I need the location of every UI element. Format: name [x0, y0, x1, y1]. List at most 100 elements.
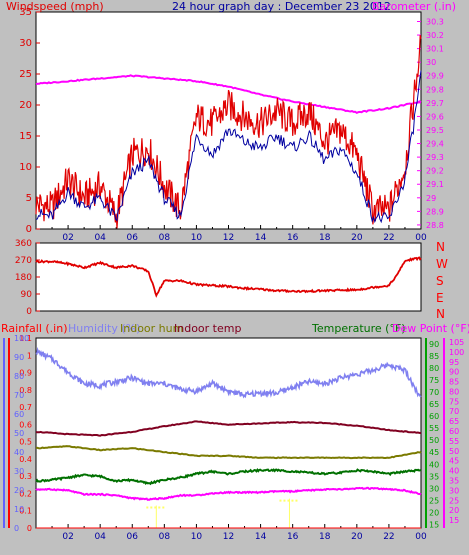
compass-n-bottom: N [436, 307, 445, 321]
humidity-tick-label: 0 [14, 524, 19, 533]
barometer-tick-label: 29 [426, 194, 436, 203]
wind-direction-line [35, 256, 422, 298]
wind-hour-label: 14 [255, 233, 267, 243]
dewpoint-tick-label: 20 [449, 506, 459, 515]
temperature-tick-label: 25 [429, 496, 439, 505]
compass-w: W [436, 257, 448, 271]
windspeed-tick-label: 15 [19, 131, 32, 142]
climate-hour-label: 06 [127, 532, 139, 542]
humidity-tick-label: 80 [14, 372, 24, 381]
barometer-tick-label: 29.7 [426, 99, 444, 108]
climate-hour-label: 10 [191, 532, 203, 542]
indoor-temp-line [35, 420, 422, 437]
barometer-tick-label: 28.8 [426, 221, 444, 230]
wind-hour-label: 12 [223, 233, 234, 243]
barometer-tick-label: 29.6 [426, 112, 444, 121]
rain-tick-label: 0.6 [19, 420, 32, 429]
direction-tick-label: 0 [26, 307, 32, 317]
dewpoint-line [35, 486, 422, 501]
rain-tick-label: 0.1 [19, 507, 32, 516]
windspeed-tick-label: 35 [19, 7, 32, 18]
humidity-tick-label: 70 [14, 391, 24, 400]
barometer-tick-label: 29.3 [426, 153, 444, 162]
wind-hour-label: 06 [127, 233, 139, 243]
dewpoint-label: Dew Point (°F) [392, 322, 469, 335]
compass-s: S [436, 274, 444, 288]
windspeed-axis-label: Windspeed (mph) [6, 0, 104, 13]
dewpoint-tick-label: 95 [449, 358, 459, 367]
climate-hour-label: 12 [223, 532, 234, 542]
windspeed-tick-label: 10 [19, 162, 32, 173]
rain-tick-label: 0.3 [19, 472, 32, 481]
climate-plot-area [35, 337, 422, 529]
humidity-tick-label: 60 [14, 410, 24, 419]
barometer-line [35, 74, 422, 115]
dewpoint-tick-label: 100 [449, 348, 464, 357]
rain-tick-label: 0.5 [19, 438, 32, 447]
direction-plot-area [35, 242, 422, 312]
climate-hour-label: 02 [62, 532, 73, 542]
barometer-tick-label: 30.1 [426, 45, 444, 54]
rain-tick-label: 0 [27, 524, 32, 533]
wind-hour-label: 10 [191, 233, 203, 243]
temperature-tick-label: 65 [429, 400, 439, 409]
dewpoint-tick-label: 15 [449, 516, 459, 525]
rain-tick-label: 1 [27, 351, 32, 360]
dewpoint-tick-label: 40 [449, 467, 459, 476]
humidity-tick-label: 50 [14, 429, 24, 438]
windspeed-tick-label: 5 [26, 193, 32, 204]
graph-title: 24 hour graph day : December 23 2012 [172, 0, 391, 13]
dewpoint-tick-label: 70 [449, 407, 459, 416]
dewpoint-tick-label: 30 [449, 486, 459, 495]
dewpoint-tick-label: 75 [449, 397, 459, 406]
dewpoint-tick-label: 85 [449, 378, 459, 387]
compass-n-top: N [436, 240, 445, 254]
temperature-tick-label: 50 [429, 436, 439, 445]
barometer-tick-label: 30.3 [426, 17, 444, 26]
dewpoint-tick-label: 45 [449, 457, 459, 466]
temperature-tick-label: 60 [429, 412, 439, 421]
barometer-tick-label: 29.2 [426, 167, 444, 176]
humidity-tick-label: 30 [14, 467, 24, 476]
rain-tick-label: 1.1 [19, 334, 32, 343]
indoor-temp-label: Indoor temp [174, 322, 241, 335]
windspeed-tick-label: 25 [19, 69, 32, 80]
barometer-tick-label: 29.8 [426, 85, 444, 94]
wind-hour-label: 16 [287, 233, 299, 243]
climate-hour-label: 08 [159, 532, 171, 542]
barometer-axis-label: Barometer (.in) [372, 0, 456, 13]
temperature-tick-label: 15 [429, 520, 439, 529]
wind-hour-label: 04 [94, 233, 106, 243]
dewpoint-tick-label: 80 [449, 387, 459, 396]
windspeed-tick-label: 0 [26, 224, 32, 235]
temperature-tick-label: 35 [429, 472, 439, 481]
temperature-tick-label: 40 [429, 460, 439, 469]
temperature-tick-label: 70 [429, 388, 439, 397]
temperature-line [35, 468, 422, 486]
windspeed-tick-label: 20 [19, 100, 32, 111]
rain-tick-label: 0.7 [19, 403, 32, 412]
climate-hour-label: 18 [319, 532, 331, 542]
wind-hour-label: 00 [415, 233, 427, 243]
temperature-tick-label: 30 [429, 484, 439, 493]
barometer-tick-label: 28.9 [426, 207, 444, 216]
dewpoint-tick-label: 65 [449, 417, 459, 426]
wind-hour-label: 02 [62, 233, 73, 243]
climate-hour-label: 00 [415, 532, 427, 542]
rainfall-label: Rainfall (.in) [1, 322, 68, 335]
temperature-label: Temperature (°F) [311, 322, 406, 335]
dewpoint-tick-label: 105 [449, 338, 464, 347]
humidity-tick-label: 10 [14, 505, 24, 514]
rain-tick-label: 0.8 [19, 386, 32, 395]
climate-hour-label: 20 [351, 532, 363, 542]
barometer-tick-label: 29.9 [426, 72, 444, 81]
temperature-tick-label: 90 [429, 340, 439, 349]
wind-hour-label: 08 [159, 233, 171, 243]
temperature-tick-label: 55 [429, 424, 439, 433]
dewpoint-tick-label: 25 [449, 496, 459, 505]
temperature-tick-label: 75 [429, 376, 439, 385]
temperature-tick-label: 45 [429, 448, 439, 457]
temperature-tick-label: 20 [429, 508, 439, 517]
compass-e: E [436, 291, 444, 305]
